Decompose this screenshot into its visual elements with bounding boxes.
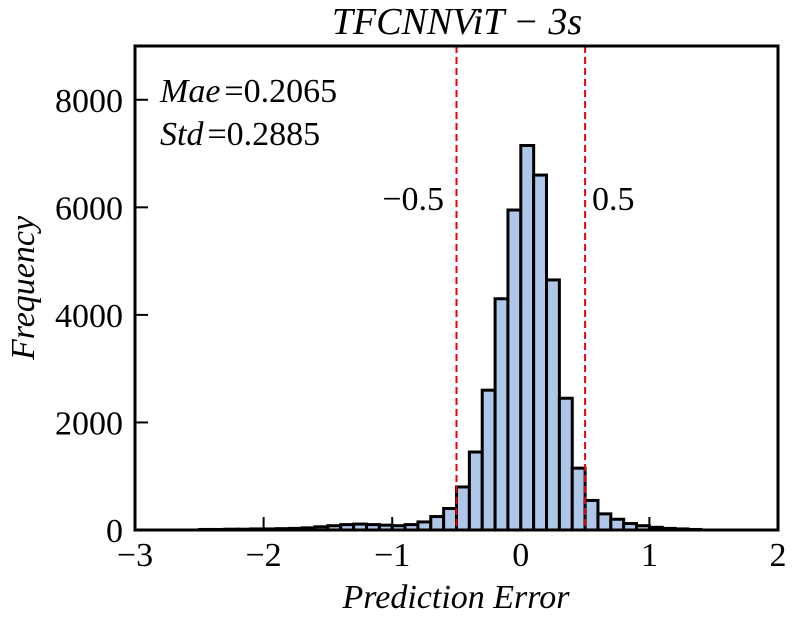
x-tick-label: −3 (117, 537, 153, 574)
mae-annotation: Mae =0.2065 (159, 73, 337, 110)
y-axis-ticks: 0 2000 4000 6000 8000 (55, 83, 148, 550)
histogram-bar (455, 485, 471, 532)
x-tick-label: −1 (374, 537, 410, 574)
histogram-bar (609, 517, 626, 532)
plot-frame (133, 44, 780, 532)
histogram-bar (493, 297, 510, 532)
histogram-bar (557, 396, 574, 532)
histogram-bar (596, 512, 613, 532)
histogram-bar (442, 506, 459, 532)
mae-label: Mae (159, 73, 220, 110)
chart-title: TFCNNViT − 3s (332, 1, 582, 43)
x-axis-title: Prediction Error (342, 579, 571, 616)
histogram-bar (506, 208, 523, 532)
ref-line-label-neg: −0.5 (382, 181, 444, 218)
y-tick-label: 0 (106, 513, 123, 550)
y-axis-title: Frequency (5, 215, 42, 361)
histogram-bar (532, 173, 549, 532)
ref-line-label-pos: 0.5 (592, 181, 635, 218)
histogram-bar (429, 515, 446, 532)
histogram-bar (519, 143, 536, 532)
histogram-bar (467, 450, 484, 532)
y-tick-label: 8000 (55, 83, 123, 120)
x-tick-label: 1 (641, 537, 658, 574)
std-annotation: Std =0.2885 (160, 116, 320, 153)
histogram-bar (545, 278, 561, 532)
histogram-bar (570, 466, 587, 532)
histogram-bar (583, 498, 600, 532)
y-tick-label: 6000 (55, 190, 123, 227)
mae-value: 0.2065 (244, 73, 338, 110)
y-tick-label: 2000 (55, 405, 123, 442)
x-tick-label: 2 (770, 537, 787, 574)
y-tick-label: 4000 (55, 298, 123, 335)
std-label: Std (160, 116, 204, 153)
reference-lines (455, 46, 587, 530)
x-tick-label: −2 (246, 537, 282, 574)
x-tick-label: 0 (512, 537, 529, 574)
x-axis-ticks: −3 −2 −1 0 1 2 (117, 517, 787, 574)
std-value: 0.2885 (227, 116, 321, 153)
histogram-bar (480, 388, 497, 532)
